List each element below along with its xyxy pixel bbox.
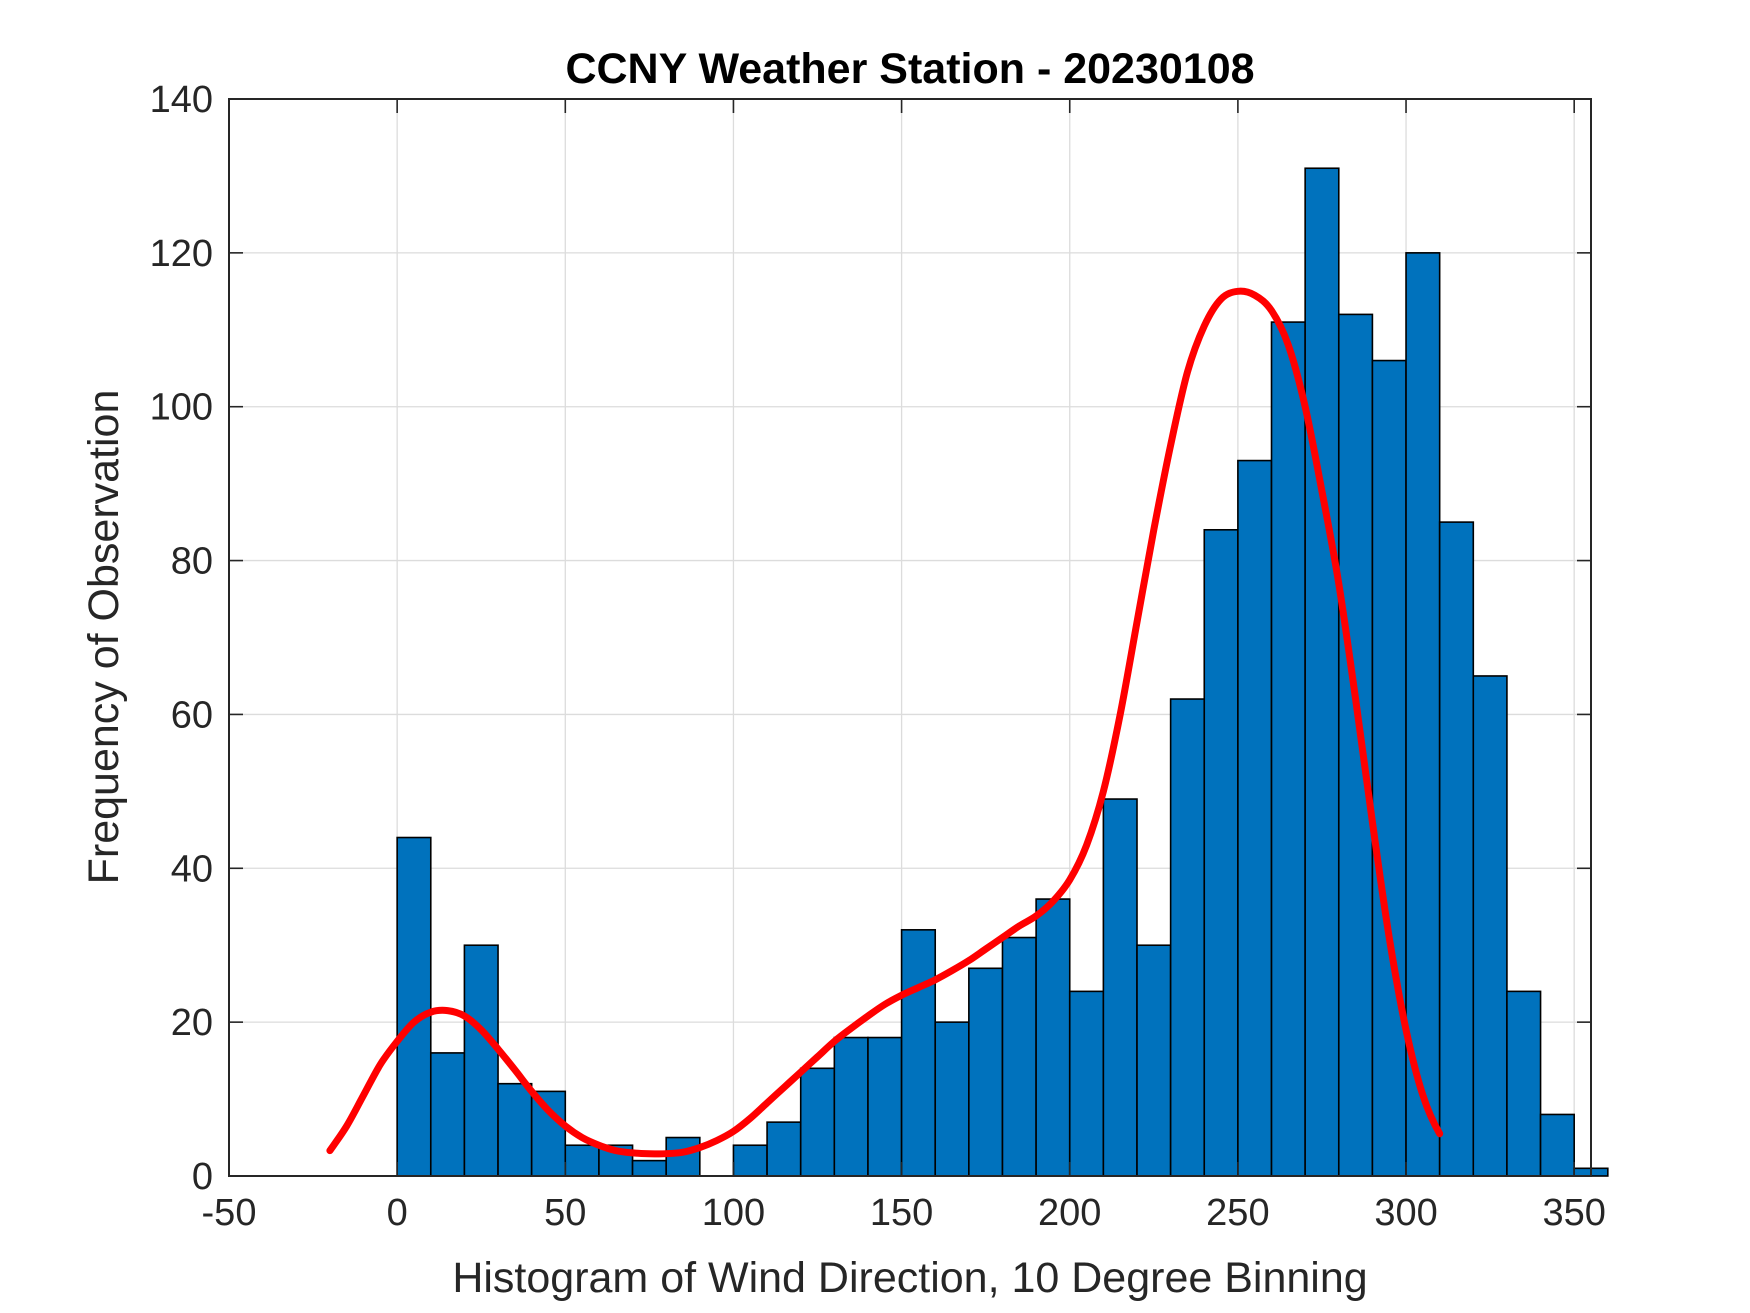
y-axis-label: Frequency of Observation (80, 390, 128, 885)
axes-box (228, 98, 1592, 1177)
histogram-bar (1102, 798, 1138, 1177)
y-tick-label: 20 (171, 1002, 213, 1044)
x-axis-label: Histogram of Wind Direction, 10 Degree B… (452, 1254, 1367, 1302)
histogram-bar (1136, 944, 1172, 1177)
histogram-bar (631, 1159, 667, 1177)
histogram-bar (1438, 521, 1475, 1177)
histogram-bars (396, 167, 1609, 1177)
y-tick-label: 120 (150, 233, 213, 275)
x-tick-label: -50 (202, 1192, 257, 1234)
y-tick-labels: 0 20 40 60 80 100 120 140 (150, 79, 213, 1198)
histogram-bar (1270, 321, 1306, 1177)
y-tick-label: 140 (150, 79, 213, 121)
histogram-bar (429, 1052, 466, 1177)
fit-curve (326, 287, 1444, 1158)
histogram-bar (1237, 459, 1273, 1177)
y-tick-label: 40 (171, 848, 213, 890)
histogram-bar (1035, 898, 1071, 1177)
histogram-bar (497, 1082, 533, 1177)
y-tick-label: 60 (171, 694, 213, 736)
histogram-bar (1169, 698, 1206, 1177)
x-tick-label: 0 (387, 1192, 408, 1234)
histogram-bar (1304, 167, 1340, 1177)
y-tick-label: 100 (150, 387, 213, 429)
histogram-bar (900, 929, 937, 1177)
x-tick-label: 350 (1542, 1192, 1605, 1234)
chart-title: CCNY Weather Station - 20230108 (565, 45, 1254, 93)
histogram-bar (934, 1021, 970, 1177)
x-tick-label: 300 (1374, 1192, 1437, 1234)
x-tick-label: 50 (544, 1192, 586, 1234)
histogram-bar (396, 836, 432, 1177)
y-tick-label: 80 (171, 541, 213, 583)
histogram-bar (463, 944, 499, 1177)
histogram-bar (766, 1121, 802, 1177)
tick-marks (228, 98, 1591, 1177)
histogram-bar (1337, 313, 1374, 1177)
histogram-bar (833, 1036, 869, 1177)
histogram-bar (1539, 1113, 1575, 1177)
histogram-bar (968, 967, 1004, 1177)
histogram-bar (564, 1144, 600, 1177)
histogram-bar (530, 1090, 567, 1177)
histogram-bar (1068, 990, 1105, 1177)
histogram-bar (799, 1067, 836, 1177)
histogram-bar (1371, 359, 1407, 1177)
histogram-bar (1472, 675, 1508, 1177)
x-tick-labels: -50 0 50 100 150 200 250 300 350 (202, 1192, 1606, 1234)
x-tick-label: 250 (1206, 1192, 1269, 1234)
y-tick-label: 0 (192, 1156, 213, 1198)
x-tick-label: 200 (1038, 1192, 1101, 1234)
histogram-bar (1506, 990, 1542, 1177)
histogram-bar (732, 1144, 768, 1177)
histogram-bar (1203, 528, 1239, 1177)
x-tick-label: 150 (870, 1192, 933, 1234)
x-tick-label: 100 (702, 1192, 765, 1234)
histogram-bar (867, 1036, 903, 1177)
histogram-bar (1001, 936, 1037, 1177)
